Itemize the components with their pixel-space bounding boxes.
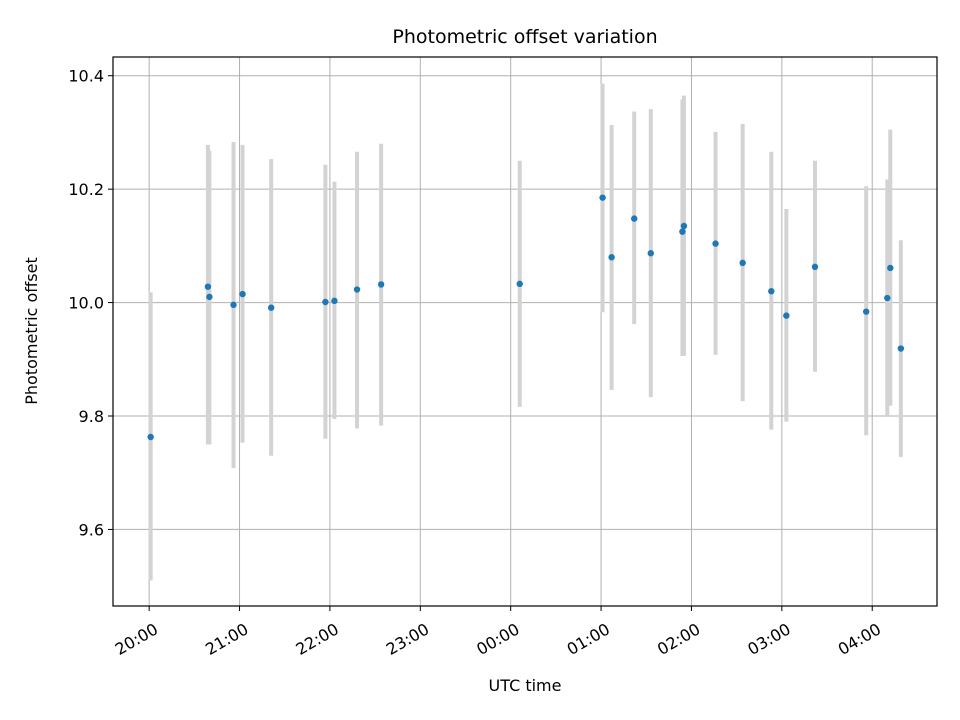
y-tick-label: 10.0 bbox=[68, 294, 104, 313]
data-point bbox=[631, 215, 638, 222]
data-point bbox=[204, 283, 212, 290]
data-point bbox=[712, 240, 719, 247]
data-point bbox=[679, 228, 686, 235]
y-tick-label: 10.2 bbox=[68, 180, 104, 199]
data-point bbox=[147, 433, 154, 441]
chart-title: Photometric offset variation bbox=[392, 26, 657, 48]
data-point bbox=[206, 293, 213, 301]
y-axis-label: Photometric offset bbox=[22, 257, 41, 405]
y-tick-label: 9.8 bbox=[79, 407, 104, 426]
y-axis: 9.6 9.8 10.0 10.2 10.4 bbox=[68, 67, 113, 539]
data-point bbox=[239, 290, 246, 298]
y-tick-label: 9.6 bbox=[79, 520, 104, 539]
data-point bbox=[739, 259, 746, 267]
data-point bbox=[331, 297, 338, 305]
data-point bbox=[353, 286, 361, 293]
data-point bbox=[897, 345, 905, 352]
data-point bbox=[783, 312, 790, 319]
data-point bbox=[322, 298, 329, 306]
grid-lines bbox=[113, 57, 937, 606]
data-point bbox=[768, 288, 775, 295]
data-point bbox=[377, 281, 385, 288]
plot-frame bbox=[112, 56, 938, 607]
y-tick-label: 10.4 bbox=[68, 67, 104, 86]
data-point bbox=[267, 304, 275, 311]
x-axis-label: UTC time bbox=[489, 676, 562, 695]
data-point bbox=[599, 194, 606, 201]
data-point bbox=[862, 308, 870, 315]
data-point bbox=[680, 222, 688, 230]
data-point bbox=[811, 263, 819, 271]
data-point bbox=[647, 250, 654, 257]
data-point bbox=[230, 301, 237, 309]
data-points bbox=[147, 194, 905, 441]
data-point bbox=[887, 264, 894, 272]
data-point bbox=[884, 294, 891, 302]
data-point bbox=[608, 254, 615, 261]
data-point bbox=[516, 280, 523, 288]
